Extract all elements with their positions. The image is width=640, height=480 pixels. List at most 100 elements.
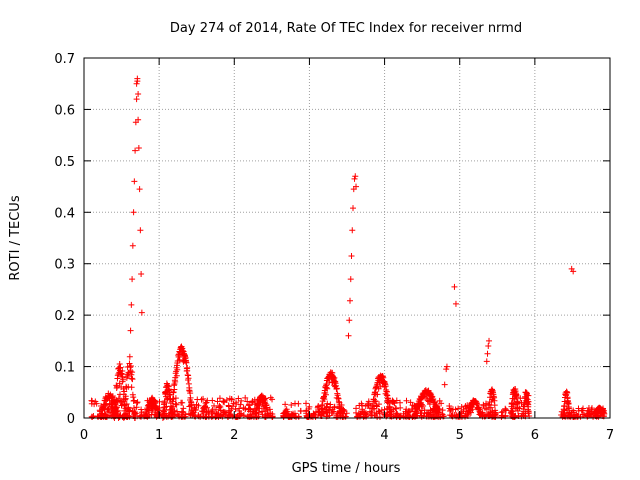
data-point xyxy=(136,186,143,193)
data-point xyxy=(211,402,218,409)
data-point xyxy=(138,309,145,316)
data-point xyxy=(478,412,485,419)
data-point xyxy=(369,412,376,419)
data-point xyxy=(135,145,142,151)
x-tick-label: 1 xyxy=(155,428,163,443)
data-point xyxy=(232,413,239,420)
data-point xyxy=(130,209,137,216)
y-tick-label: 0.2 xyxy=(54,309,75,324)
data-point xyxy=(355,410,362,417)
data-point xyxy=(228,405,235,412)
data-point xyxy=(484,350,491,357)
data-point xyxy=(352,173,359,180)
data-point xyxy=(121,388,128,395)
data-point xyxy=(131,409,138,416)
data-point xyxy=(293,413,300,420)
data-point xyxy=(566,409,573,416)
data-point xyxy=(376,413,383,420)
data-point xyxy=(292,400,299,407)
data-point xyxy=(372,398,379,405)
data-point xyxy=(324,400,331,407)
data-point xyxy=(129,242,136,249)
data-point xyxy=(427,397,434,404)
x-tick-label: 5 xyxy=(456,428,464,443)
data-point xyxy=(193,401,200,408)
data-point xyxy=(129,276,136,283)
data-point xyxy=(345,332,352,339)
y-axis-label: ROTI / TECUs xyxy=(8,195,23,280)
data-point xyxy=(135,116,142,123)
data-point xyxy=(403,397,410,404)
data-point xyxy=(362,402,369,409)
data-point xyxy=(126,353,133,360)
data-point xyxy=(134,78,141,85)
data-point xyxy=(385,397,392,404)
data-point xyxy=(417,399,424,406)
y-tick-label: 0.4 xyxy=(54,206,75,221)
data-point xyxy=(327,404,334,411)
data-point xyxy=(436,397,443,404)
data-point xyxy=(322,391,329,398)
data-point xyxy=(203,413,210,420)
data-point xyxy=(451,283,458,290)
data-point xyxy=(113,404,120,411)
data-series xyxy=(88,75,608,421)
data-point xyxy=(119,367,126,374)
data-point xyxy=(443,366,450,373)
data-point xyxy=(114,407,121,414)
data-point xyxy=(218,412,225,419)
data-point xyxy=(171,386,178,393)
data-point xyxy=(468,409,475,416)
y-tick-label: 0 xyxy=(67,412,75,427)
data-point xyxy=(363,410,370,417)
data-point xyxy=(359,406,366,413)
data-point xyxy=(138,406,145,413)
data-point xyxy=(184,364,191,371)
data-point xyxy=(168,405,175,412)
data-point xyxy=(222,409,229,416)
data-point xyxy=(443,363,450,370)
data-point xyxy=(267,394,274,401)
data-point xyxy=(244,398,251,405)
data-point xyxy=(209,406,216,413)
data-point xyxy=(245,413,252,420)
data-point xyxy=(269,413,276,420)
data-point xyxy=(449,411,456,418)
x-tick-label: 3 xyxy=(305,428,313,443)
data-point xyxy=(334,413,341,420)
data-point xyxy=(194,396,201,403)
data-point xyxy=(588,405,595,412)
data-point xyxy=(128,375,135,382)
data-point xyxy=(315,403,322,410)
data-point xyxy=(469,406,476,413)
data-point xyxy=(483,358,490,365)
data-point xyxy=(117,364,124,371)
data-point xyxy=(570,268,577,275)
data-point xyxy=(130,398,137,405)
data-point xyxy=(137,227,144,234)
data-point xyxy=(166,391,173,398)
data-point xyxy=(303,400,310,407)
data-point xyxy=(123,400,130,407)
data-point xyxy=(156,398,163,405)
data-point xyxy=(342,413,349,420)
data-point xyxy=(202,403,209,410)
data-point xyxy=(486,337,493,344)
data-point xyxy=(321,396,328,403)
data-point xyxy=(502,406,509,413)
data-point xyxy=(323,409,330,416)
data-point xyxy=(240,412,247,419)
data-point xyxy=(183,359,190,366)
y-tick-label: 0.6 xyxy=(54,103,75,118)
data-point xyxy=(297,408,304,415)
data-point xyxy=(391,400,398,407)
plot-border xyxy=(83,57,611,419)
data-point xyxy=(185,375,192,382)
data-point xyxy=(333,385,340,392)
data-point xyxy=(226,395,233,402)
data-point xyxy=(438,400,445,407)
data-point xyxy=(128,301,135,308)
data-point xyxy=(88,413,95,420)
data-point xyxy=(249,399,256,406)
data-point xyxy=(282,401,289,408)
